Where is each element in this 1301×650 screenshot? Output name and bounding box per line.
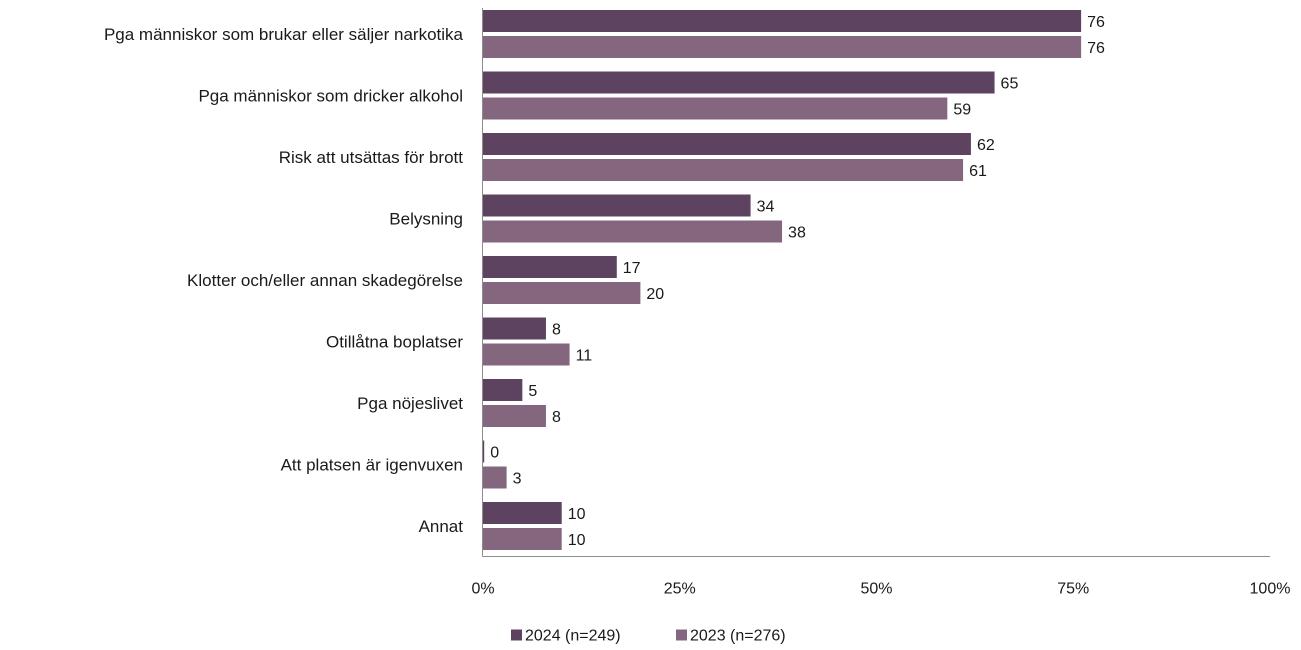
legend: 2024 (n=249) 2023 (n=276) bbox=[511, 628, 786, 645]
legend-swatch bbox=[511, 629, 522, 641]
value-label: 34 bbox=[757, 199, 775, 216]
category-labels: Pga människor som brukar eller säljer na… bbox=[104, 25, 464, 536]
category-label: Otillåtna boplatser bbox=[326, 333, 463, 352]
value-label: 17 bbox=[623, 260, 641, 277]
value-label: 59 bbox=[953, 102, 971, 119]
category-label: Pga människor som brukar eller säljer na… bbox=[104, 25, 464, 44]
category-label: Klotter och/eller annan skadegörelse bbox=[187, 271, 463, 290]
bar-series-1 bbox=[483, 440, 485, 463]
category-label: Pga människor som dricker alkohol bbox=[198, 87, 463, 106]
value-label: 10 bbox=[568, 506, 586, 523]
value-label: 11 bbox=[576, 348, 593, 365]
bar-series-1 bbox=[483, 379, 523, 401]
bar-series-1 bbox=[483, 317, 546, 340]
value-label: 38 bbox=[788, 225, 806, 242]
value-label: 3 bbox=[513, 471, 522, 488]
category-label: Att platsen är igenvuxen bbox=[281, 456, 463, 475]
legend-label: 2023 (n=276) bbox=[690, 628, 786, 645]
value-label: 65 bbox=[1001, 76, 1019, 93]
legend-swatch bbox=[676, 629, 687, 641]
bar-series-1 bbox=[483, 10, 1082, 32]
value-label: 0 bbox=[490, 445, 499, 462]
category-label: Annat bbox=[419, 517, 464, 536]
bar-series-1 bbox=[483, 194, 751, 217]
value-label: 61 bbox=[969, 163, 987, 180]
bar-series-1 bbox=[483, 256, 617, 278]
value-label: 62 bbox=[977, 137, 995, 154]
bar-series-2 bbox=[483, 528, 562, 550]
bar-series-2 bbox=[483, 343, 570, 366]
value-label: 10 bbox=[568, 532, 586, 549]
value-label: 76 bbox=[1087, 14, 1105, 31]
x-tick-label: 0% bbox=[471, 581, 494, 598]
bar-series-1 bbox=[483, 502, 562, 524]
value-label: 20 bbox=[646, 286, 664, 303]
value-label: 76 bbox=[1087, 40, 1105, 57]
category-label: Risk att utsättas för brott bbox=[279, 148, 464, 167]
bar-series-2 bbox=[483, 159, 964, 181]
bar-series-2 bbox=[483, 282, 641, 304]
x-tick-label: 25% bbox=[664, 581, 696, 598]
bar-series-2 bbox=[483, 220, 783, 243]
x-tick-label: 50% bbox=[860, 581, 892, 598]
x-tick-label: 100% bbox=[1250, 581, 1291, 598]
bar-series-1 bbox=[483, 133, 971, 155]
bar-series-1 bbox=[483, 71, 995, 94]
axes: 0% 25% 50% 75% 100% bbox=[471, 8, 1290, 598]
bar-series-2 bbox=[483, 36, 1082, 58]
legend-label: 2024 (n=249) bbox=[525, 628, 621, 645]
category-label: Pga nöjeslivet bbox=[357, 394, 463, 413]
bar-series-2 bbox=[483, 405, 546, 427]
bar-series-2 bbox=[483, 97, 948, 120]
bar-series-2 bbox=[483, 466, 507, 489]
value-label: 5 bbox=[528, 383, 537, 400]
x-tick-label: 75% bbox=[1057, 581, 1089, 598]
bars-layer bbox=[483, 10, 1082, 550]
value-label: 8 bbox=[552, 322, 561, 339]
value-label: 8 bbox=[552, 409, 561, 426]
category-label: Belysning bbox=[389, 210, 463, 229]
